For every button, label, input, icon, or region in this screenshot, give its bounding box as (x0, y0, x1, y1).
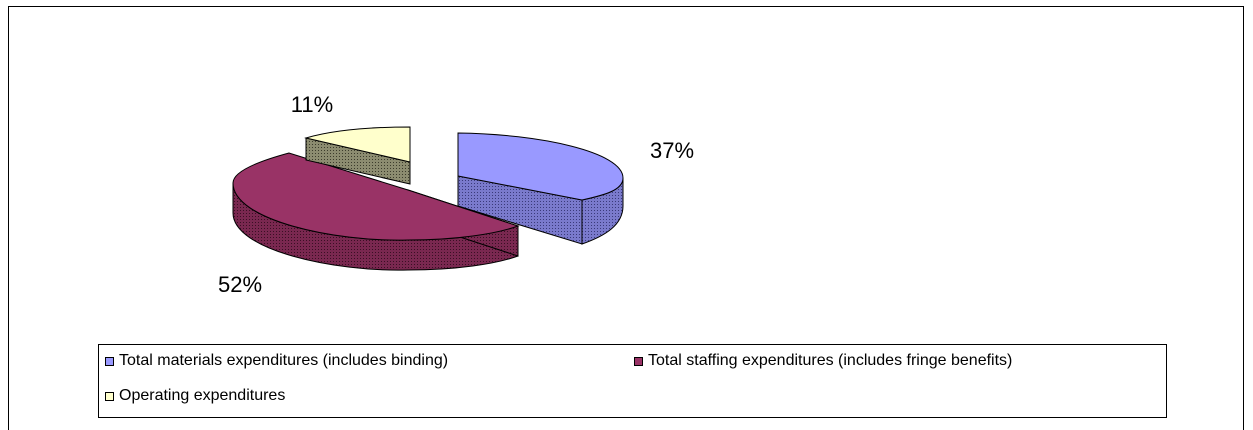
pie-slice-staffing (232, 152, 520, 241)
label-operating: 11% (291, 92, 333, 117)
legend-entry-materials: Total materials expenditures (includes b… (105, 352, 448, 370)
legend-swatch-materials (105, 356, 114, 366)
pie-slice-operating (304, 126, 411, 163)
legend-label-operating: Operating expenditures (119, 387, 286, 404)
legend-swatch-operating (105, 391, 114, 401)
legend-entry-staffing: Total staffing expenditures (includes fr… (634, 352, 1012, 370)
legend-label-materials: Total materials expenditures (includes b… (119, 352, 449, 369)
legend-label-staffing: Total staffing expenditures (includes fr… (648, 352, 1013, 369)
pie-slice-materials (457, 132, 624, 201)
legend-entry-operating: Operating expenditures (105, 387, 285, 405)
chart-legend: Total materials expenditures (includes b… (98, 344, 1167, 418)
label-staffing: 52% (218, 272, 262, 297)
legend-swatch-staffing (634, 356, 643, 366)
label-materials: 37% (650, 138, 694, 163)
